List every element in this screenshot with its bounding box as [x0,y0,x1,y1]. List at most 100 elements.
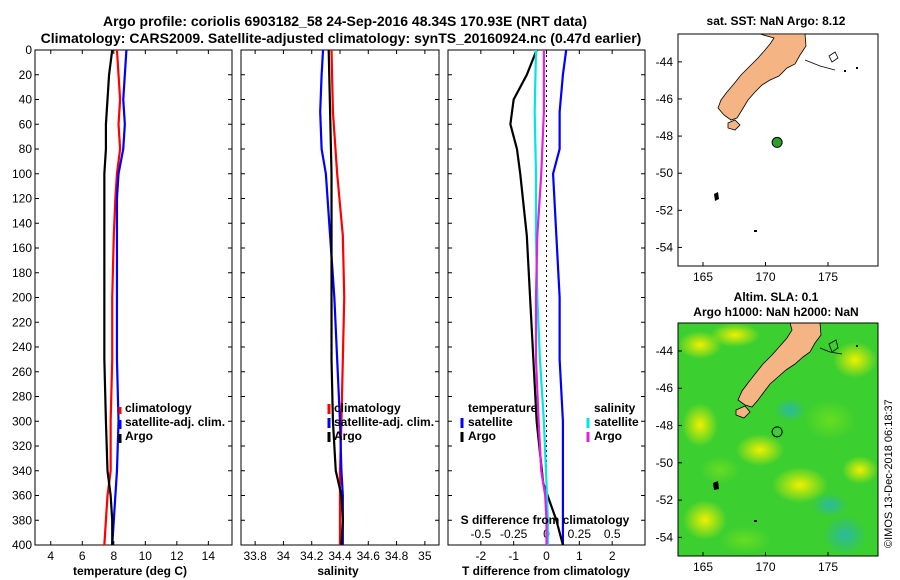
chatham-islands [828,51,839,63]
sla-map-title-1: Altim. SLA: 0.1 [734,290,819,304]
map-x-tick-label: 175 [818,560,838,574]
y-tick-label: 100 [12,167,32,181]
difference-legend: temperature satellite Argo salinity sate… [460,401,639,443]
legend-label-t-argo: Argo [468,429,496,443]
x-tick-label: 34 [277,549,291,563]
temperature-panel: 0 20 40 60 80 100 120 140 160 180 200 220 240 260 280 3… [12,43,233,578]
y-tick-label: 220 [12,315,32,329]
series-satellite-adj-clim- [319,49,344,545]
legend-label-satellite-adj: satellite-adj. clim. [125,415,225,429]
title-line-2: Climatology: CARS2009. Satellite-adjuste… [41,30,642,46]
y-tick-label: 0 [25,43,32,57]
sla-map-blobs [678,323,878,555]
salinity-panel: 33.8 34 34.2 34.4 34.6 34.8 35 salinity climat… [240,49,440,578]
x-tick-label: 35 [418,549,432,563]
sla-map-frame [677,322,879,557]
antipodes-islands [856,67,858,69]
y-tick-label: 120 [12,192,32,206]
x-tick-label: 33.8 [243,549,267,563]
x-tick-label: 8 [110,549,117,563]
s-tick-label: 0.25 [568,527,592,541]
x-tick-label: 1 [576,549,583,563]
legend-label-t-satellite: satellite [468,415,513,429]
salinity-legend: climatology satellite-adj. clim. Argo [327,401,434,443]
legend-label-climatology: climatology [125,401,192,415]
x-tick-label: 6 [79,549,86,563]
sla-map-land [713,322,858,522]
series-satellite-adj-clim- [111,49,128,546]
x-tick-label: 12 [170,549,184,563]
y-tick-label: 360 [12,489,32,503]
y-tick-label: 260 [12,365,32,379]
series-argo [103,49,114,545]
x-tick-label: 2 [609,549,616,563]
x-tick-label: 34.6 [357,549,381,563]
legend-title-temperature: temperature [468,401,538,415]
campbell-island [754,230,757,232]
temperature-axes-box [34,49,233,546]
temperature-xlabel: temperature (deg C) [73,564,187,578]
x-tick-label: 34.2 [300,549,324,563]
y-tick-label: 20 [19,68,33,82]
x-tick-label: 34.4 [328,549,352,563]
x-tick-label: -2 [475,549,486,563]
new-zealand-south-island [716,322,822,408]
x-tick-label: 14 [202,549,216,563]
chatham-rise-contour [804,59,836,71]
chatham-rise-contour [819,347,843,355]
map-x-tick-label: 165 [693,270,713,284]
antipodes-islands [856,345,858,347]
s-difference-xlabel: S difference from climatology [461,513,630,527]
float-position-marker [771,426,783,438]
x-tick-label: 10 [139,549,153,563]
series-t-satellite [551,49,568,545]
salinity-xlabel: salinity [317,564,359,578]
y-tick-label: 40 [19,93,33,107]
bounty-islands [844,70,846,72]
map-y-tick-label: -50 [656,166,674,180]
map-y-tick-label: -50 [656,456,674,470]
series-s-satellite [533,49,549,545]
legend-label-argo: Argo [334,429,362,443]
map-y-tick-label: -48 [656,419,674,433]
y-tick-label: 400 [12,538,32,552]
stewart-island [727,119,741,131]
s-tick-label: 0.5 [604,527,621,541]
map-x-tick-label: 165 [693,560,713,574]
legend-label-s-satellite: satellite [594,415,639,429]
y-tick-label: 380 [12,513,32,527]
legend-label-s-argo: Argo [594,429,622,443]
x-tick-label: 0 [543,549,550,563]
auckland-islands [714,192,719,201]
map-y-tick-label: -46 [656,92,674,106]
sst-map: sat. SST: NaN Argo: 8.12 165 170 175 -44 -46… [656,14,879,284]
y-tick-label: 140 [12,216,32,230]
legend-label-satellite-adj: satellite-adj. clim. [334,415,434,429]
map-x-tick-label: 170 [755,270,775,284]
y-tick-label: 320 [12,439,32,453]
stewart-island [735,405,751,419]
y-tick-label: 180 [12,266,32,280]
y-tick-label: 200 [12,291,32,305]
float-position-marker [771,136,783,148]
campbell-island [754,520,757,522]
sla-map: Altim. SLA: 0.1 Argo h1000: NaN h2000: N… [656,290,895,574]
map-x-tick-label: 175 [818,270,838,284]
map-y-tick-label: -52 [656,203,674,217]
y-tick-label: 80 [19,142,33,156]
x-tick-label: 4 [47,549,54,563]
map-y-tick-label: -44 [656,344,674,358]
series-argo [327,49,344,546]
legend-label-climatology: climatology [334,401,401,415]
t-difference-xlabel: T difference from climatology [462,564,630,578]
series-climatology [330,49,346,545]
title-line-1: Argo profile: coriolis 6903182_58 24-Sep… [103,13,587,29]
map-y-tick-label: -54 [656,530,674,544]
y-tick-label: 340 [12,464,32,478]
y-tick-label: 160 [12,241,32,255]
imos-credit: ©IMOS 13-Dec-2018 06:18:37 [883,399,895,548]
chatham-islands [828,339,839,353]
y-tick-label: 60 [19,117,33,131]
s-tick-label: -0.25 [500,527,528,541]
new-zealand-south-island [680,33,807,121]
